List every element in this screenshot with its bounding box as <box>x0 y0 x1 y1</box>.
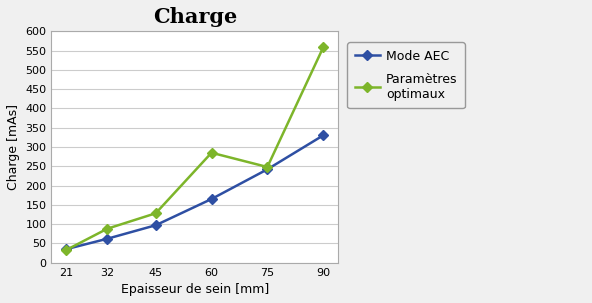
Legend: Mode AEC, Paramètres
optimaux: Mode AEC, Paramètres optimaux <box>347 42 465 108</box>
Paramètres
optimaux <box>152 211 159 215</box>
Title: Charge: Charge <box>153 7 237 27</box>
Line: Mode AEC: Mode AEC <box>63 132 327 253</box>
X-axis label: Epaisseur de sein [mm]: Epaisseur de sein [mm] <box>121 283 269 296</box>
Paramètres
optimaux <box>208 151 215 155</box>
Mode AEC <box>104 237 111 241</box>
Mode AEC <box>208 197 215 201</box>
Line: Paramètres
optimaux: Paramètres optimaux <box>63 44 327 253</box>
Paramètres
optimaux <box>320 46 327 49</box>
Mode AEC <box>152 223 159 227</box>
Mode AEC <box>63 247 70 251</box>
Mode AEC <box>264 168 271 171</box>
Paramètres
optimaux <box>63 248 70 252</box>
Mode AEC <box>320 134 327 137</box>
Paramètres
optimaux <box>104 227 111 231</box>
Y-axis label: Charge [mAs]: Charge [mAs] <box>7 104 20 190</box>
Paramètres
optimaux <box>264 165 271 169</box>
